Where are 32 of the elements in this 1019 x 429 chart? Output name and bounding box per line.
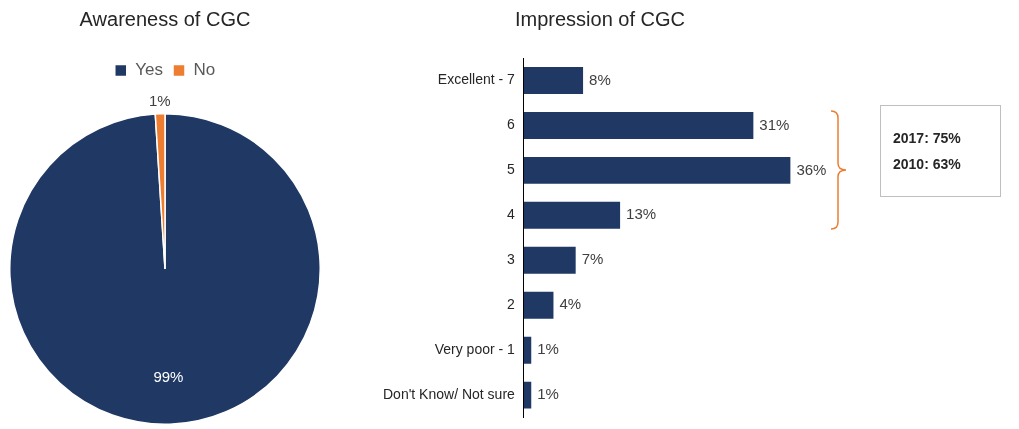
data-label: 99% (153, 367, 184, 385)
data-label: 1% (537, 385, 559, 403)
bar (523, 111, 754, 139)
data-label: 13% (626, 205, 657, 223)
y-tick-label: Don't Know/ Not sure (382, 385, 516, 402)
data-label: 4% (559, 295, 582, 313)
y-tick-label: 5 (507, 161, 516, 178)
text: 2017: 75% (893, 130, 962, 147)
text: 2010: 63% (893, 156, 962, 173)
y-tick-label: 4 (507, 206, 516, 223)
chart-title: Impression of CGC (514, 7, 686, 30)
data-label: 36% (796, 160, 827, 178)
data-label: 8% (589, 70, 611, 88)
bar (523, 381, 532, 409)
legend-label: No (193, 60, 216, 80)
bar (523, 336, 532, 364)
y-tick-label: Very poor - 1 (434, 341, 516, 358)
bar (523, 156, 791, 184)
bar (523, 201, 621, 229)
bar (523, 246, 576, 274)
data-label: 1% (148, 91, 171, 109)
data-label: 1% (537, 340, 559, 358)
y-tick-label: Excellent - 7 (437, 71, 516, 88)
y-tick-label: 3 (507, 251, 516, 268)
legend-label: Yes (135, 60, 163, 80)
y-tick-label: 2 (507, 296, 516, 313)
data-label: 31% (759, 115, 790, 133)
bar (523, 291, 554, 319)
y-tick-label: 6 (507, 116, 516, 133)
bar (523, 66, 584, 94)
chart-title: Awareness of CGC (79, 7, 251, 30)
data-label: 7% (581, 250, 604, 268)
